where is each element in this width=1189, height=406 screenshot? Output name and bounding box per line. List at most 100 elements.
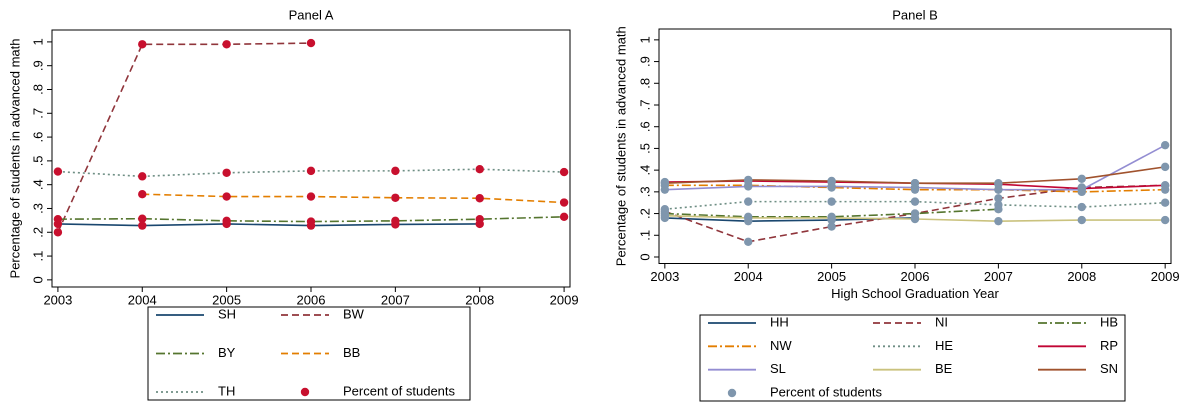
- legend-label: HB: [1100, 314, 1118, 329]
- plot-frame: [51, 29, 571, 288]
- data-point: [138, 221, 147, 230]
- plot-frame: [658, 28, 1172, 264]
- y-tick-label: .1: [30, 251, 45, 262]
- x-tick-label: 2005: [817, 269, 846, 284]
- y-tick-label: .1: [637, 230, 652, 241]
- y-axis-title: Percentage of students in advanced math: [7, 39, 22, 279]
- data-point: [660, 211, 670, 220]
- y-tick-label: .6: [30, 132, 45, 143]
- y-tick-label: .8: [637, 78, 652, 89]
- y-tick-label: .2: [30, 227, 45, 238]
- data-point: [910, 178, 920, 188]
- y-tick-label: 0: [30, 276, 45, 283]
- data-point: [1160, 162, 1170, 172]
- data-point: [475, 194, 484, 203]
- y-tick-label: 1: [637, 36, 652, 43]
- data-point: [744, 237, 753, 246]
- data-point: [222, 168, 231, 177]
- data-point: [306, 166, 316, 176]
- data-point: [910, 214, 920, 224]
- y-tick-label: .9: [637, 56, 652, 67]
- y-tick-label: .4: [30, 179, 45, 190]
- data-point: [1160, 181, 1170, 190]
- data-point: [559, 198, 569, 207]
- data-point: [475, 214, 484, 224]
- data-point: [306, 217, 316, 226]
- legend-label: TH: [218, 383, 235, 398]
- data-point: [559, 212, 569, 222]
- data-point: [1077, 185, 1086, 194]
- legend-marker: [727, 388, 737, 398]
- data-point: [660, 178, 670, 188]
- y-axis-title: Percentage of students in advanced math: [613, 26, 628, 266]
- series-line: [142, 193, 565, 204]
- x-tick-label: 2006: [297, 292, 326, 307]
- legend-label: NW: [770, 338, 792, 353]
- series-line: [57, 42, 312, 233]
- y-tick-label: 0: [637, 253, 652, 260]
- y-tick-label: .3: [637, 186, 652, 197]
- data-point: [1077, 174, 1086, 184]
- legend-label: Percent of students: [343, 383, 456, 398]
- data-point: [910, 197, 920, 206]
- legend-label: RP: [1100, 338, 1118, 353]
- data-point: [827, 197, 836, 206]
- series-line: [57, 223, 480, 227]
- legend-label: SN: [1100, 361, 1118, 376]
- data-point: [994, 185, 1003, 194]
- data-point: [1160, 198, 1170, 207]
- x-tick-label: 2003: [43, 292, 72, 307]
- data-point: [660, 205, 670, 214]
- data-point: [994, 194, 1003, 203]
- data-point: [1160, 140, 1170, 150]
- data-point: [1160, 215, 1170, 225]
- x-tick-label: 2005: [212, 292, 241, 307]
- data-point: [475, 165, 484, 174]
- data-point: [744, 182, 753, 191]
- data-point: [138, 40, 147, 49]
- legend-label: SL: [770, 361, 786, 376]
- data-point: [138, 214, 147, 223]
- y-tick-label: .3: [30, 203, 45, 214]
- legend-label: SH: [218, 306, 236, 321]
- x-tick-label: 2008: [1067, 269, 1096, 284]
- x-tick-label: 2007: [984, 269, 1013, 284]
- x-tick-label: 2009: [550, 292, 579, 307]
- data-point: [222, 40, 231, 49]
- x-tick-label: 2009: [1151, 269, 1180, 284]
- legend-label: Percent of students: [770, 384, 883, 399]
- x-axis-title: High School Graduation Year: [831, 286, 999, 301]
- y-tick-label: .5: [30, 155, 45, 166]
- x-tick-label: 2008: [465, 292, 494, 307]
- data-point: [222, 216, 231, 226]
- legend-label: HH: [770, 314, 789, 329]
- data-point: [53, 228, 63, 237]
- data-point: [744, 213, 753, 223]
- x-tick-label: 2006: [901, 269, 930, 284]
- legend-label: BB: [343, 345, 360, 360]
- legend-label: HE: [935, 338, 953, 353]
- data-point: [391, 166, 400, 176]
- x-tick-label: 2007: [381, 292, 410, 307]
- y-tick-label: .4: [637, 165, 652, 176]
- panel-title: Panel B: [892, 7, 938, 22]
- data-point: [559, 167, 569, 177]
- legend-label: BY: [218, 345, 236, 360]
- y-tick-label: .7: [30, 108, 45, 119]
- data-point: [994, 178, 1003, 188]
- data-point: [391, 193, 400, 202]
- data-point: [391, 216, 400, 226]
- y-tick-label: .7: [637, 100, 652, 111]
- x-tick-label: 2003: [650, 269, 679, 284]
- data-point: [138, 189, 147, 199]
- data-point: [53, 214, 63, 224]
- data-point: [744, 197, 753, 206]
- legend-box: [699, 314, 1126, 402]
- data-point: [1077, 202, 1086, 212]
- data-point: [138, 172, 147, 181]
- data-point: [660, 185, 670, 194]
- legend-marker: [300, 387, 310, 397]
- y-tick-label: 1: [30, 38, 45, 45]
- data-point: [994, 200, 1003, 210]
- y-tick-label: .6: [637, 121, 652, 132]
